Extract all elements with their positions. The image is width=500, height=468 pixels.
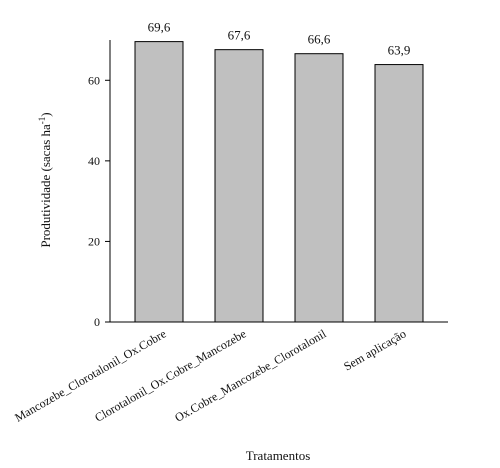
bars-group: [134, 41, 424, 323]
y-tick-label: 0: [94, 315, 100, 329]
x-tick-label: Ox.Cobre_Mancozebe_Clorotalonil: [172, 326, 329, 425]
data-labels-group: 69,6 67,6 66,6 63,9: [148, 20, 411, 58]
y-axis: 0 20 40 60: [88, 40, 111, 329]
y-axis-title-close: ): [38, 112, 53, 116]
data-label: 69,6: [148, 20, 171, 35]
x-axis: Mancozebe_Clorotalonil_Ox.CobreClorotalo…: [12, 321, 448, 425]
x-tick-label: Mancozebe_Clorotalonil_Ox.Cobre: [12, 326, 168, 424]
bar: [134, 41, 184, 323]
x-tick-label: Clorotalonil_Ox.Cobre_Mancozebe: [92, 326, 248, 424]
y-tick-label: 60: [88, 73, 100, 87]
y-tick-label: 40: [88, 154, 100, 168]
data-label: 67,6: [228, 28, 251, 43]
x-tick-label: Sem aplicação: [341, 326, 408, 373]
data-label: 63,9: [388, 43, 411, 58]
y-tick-label: 20: [88, 234, 100, 248]
y-axis-title-main: Produtividade (sacas ha: [38, 124, 53, 248]
data-label: 66,6: [308, 32, 331, 47]
bar: [214, 49, 264, 323]
bar: [374, 64, 424, 323]
x-axis-title: Tratamentos: [246, 448, 311, 463]
y-axis-title: Produtividade (sacas ha-1): [37, 112, 53, 247]
y-axis-title-superscript: -1: [37, 117, 47, 125]
bar: [294, 53, 344, 323]
